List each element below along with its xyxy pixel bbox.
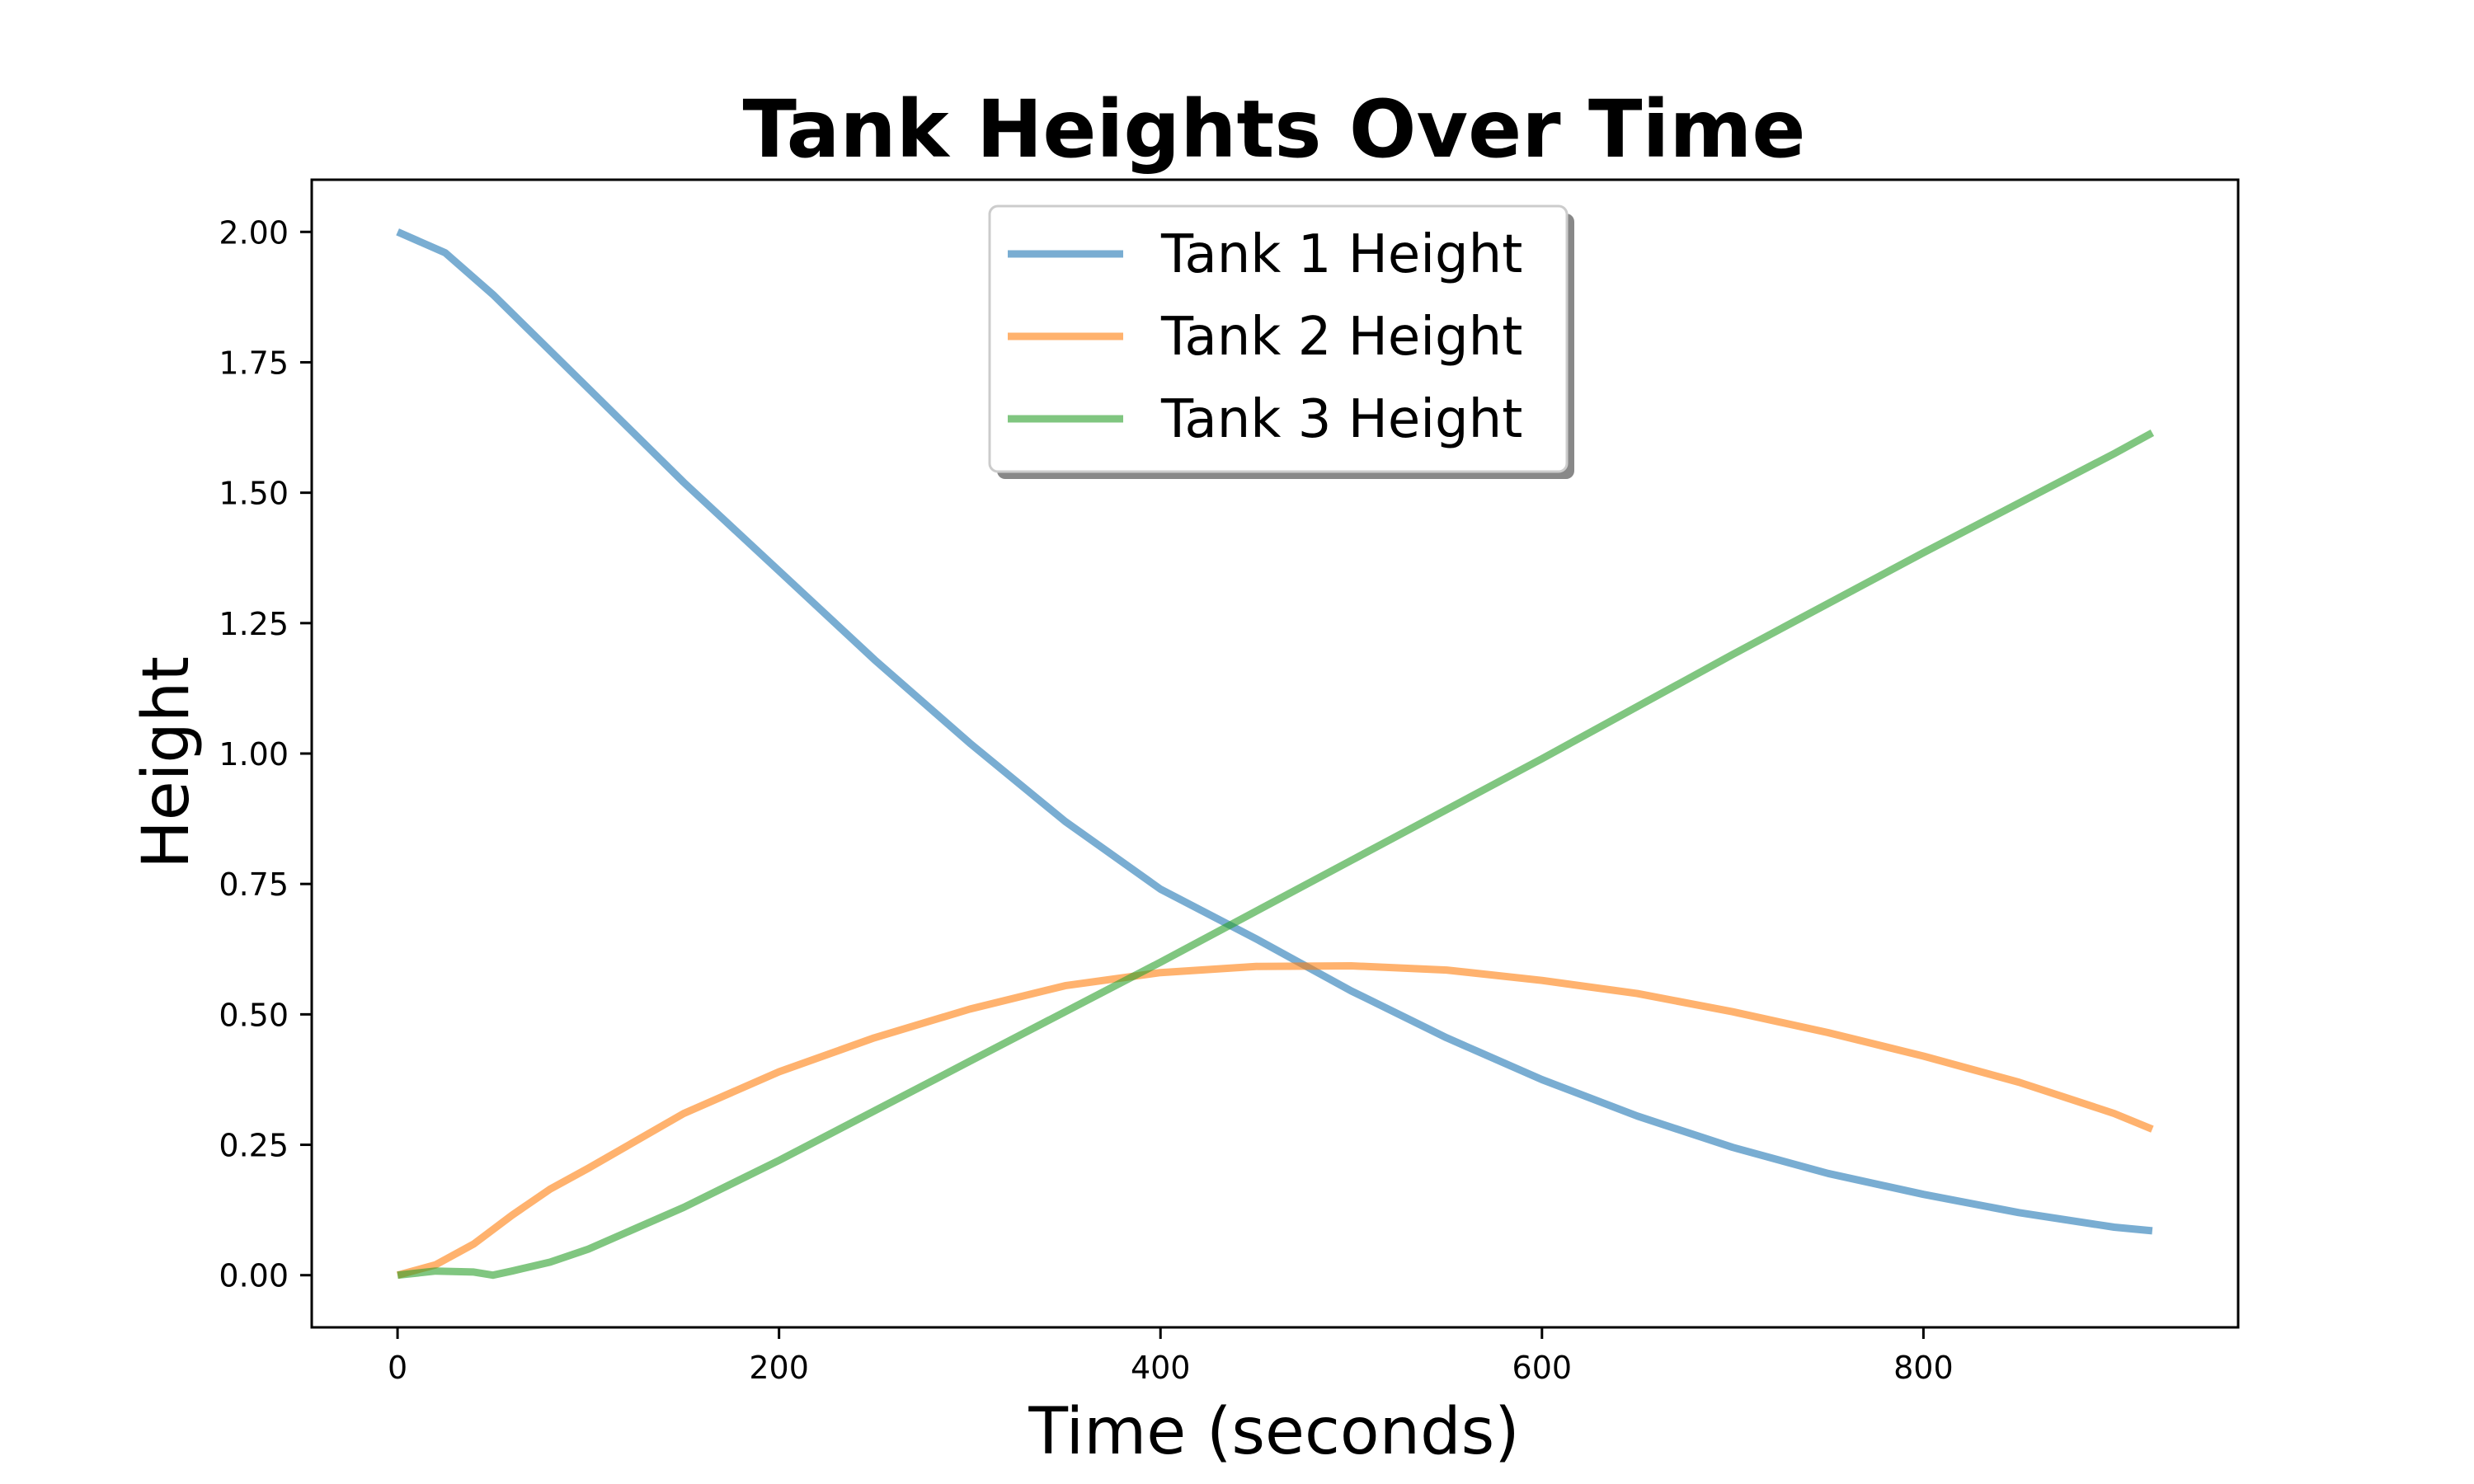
y-tick-label: 1.00 <box>219 736 289 773</box>
y-tick-label: 1.50 <box>219 476 289 512</box>
x-tick-label: 200 <box>749 1350 809 1386</box>
y-tick-label: 2.00 <box>219 214 289 251</box>
plot-area: 0 200 400 600 800 0.00 0.25 0.50 0.75 1.00 1.25 1.5… <box>219 178 2240 1386</box>
series-line-1 <box>396 228 2153 1235</box>
y-tick-label: 1.75 <box>219 345 289 381</box>
legend-box <box>988 204 1569 473</box>
y-axis-label: Height <box>129 656 204 869</box>
x-tick-label: 600 <box>1512 1350 1573 1386</box>
x-tick-label: 800 <box>1893 1350 1954 1386</box>
series-line-3 <box>397 429 2155 1280</box>
x-tick-label: 400 <box>1131 1350 1191 1386</box>
y-tick-label: 0.50 <box>219 997 289 1033</box>
legend-label-1: Tank 1 Height <box>1160 224 1522 285</box>
y-tick-label: 1.25 <box>219 606 289 642</box>
chart-title: Tank Heights Over Time <box>743 83 1806 176</box>
y-tick-label: 0.75 <box>219 866 289 903</box>
legend: Tank 1 Height Tank 2 Height Tank 3 Height <box>988 204 1574 479</box>
legend-label-2: Tank 2 Height <box>1160 307 1522 368</box>
y-tick-label: 0.25 <box>219 1128 289 1164</box>
x-tick-label: 0 <box>388 1350 407 1386</box>
x-axis-label: Time (seconds) <box>1028 1395 1519 1469</box>
y-tick-label: 0.00 <box>219 1258 289 1294</box>
series-line-2 <box>396 962 2154 1280</box>
legend-label-3: Tank 3 Height <box>1160 389 1522 450</box>
